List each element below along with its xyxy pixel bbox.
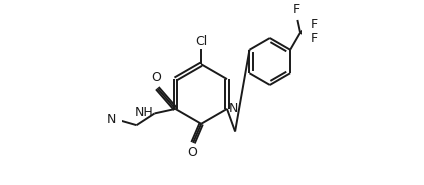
Text: O: O — [151, 71, 162, 84]
Text: N: N — [229, 102, 239, 115]
Text: N: N — [106, 113, 116, 126]
Text: Cl: Cl — [195, 35, 207, 48]
Text: F: F — [293, 3, 300, 16]
Text: F: F — [311, 18, 318, 31]
Text: F: F — [311, 31, 318, 45]
Text: NH: NH — [134, 106, 153, 119]
Text: O: O — [187, 146, 197, 159]
